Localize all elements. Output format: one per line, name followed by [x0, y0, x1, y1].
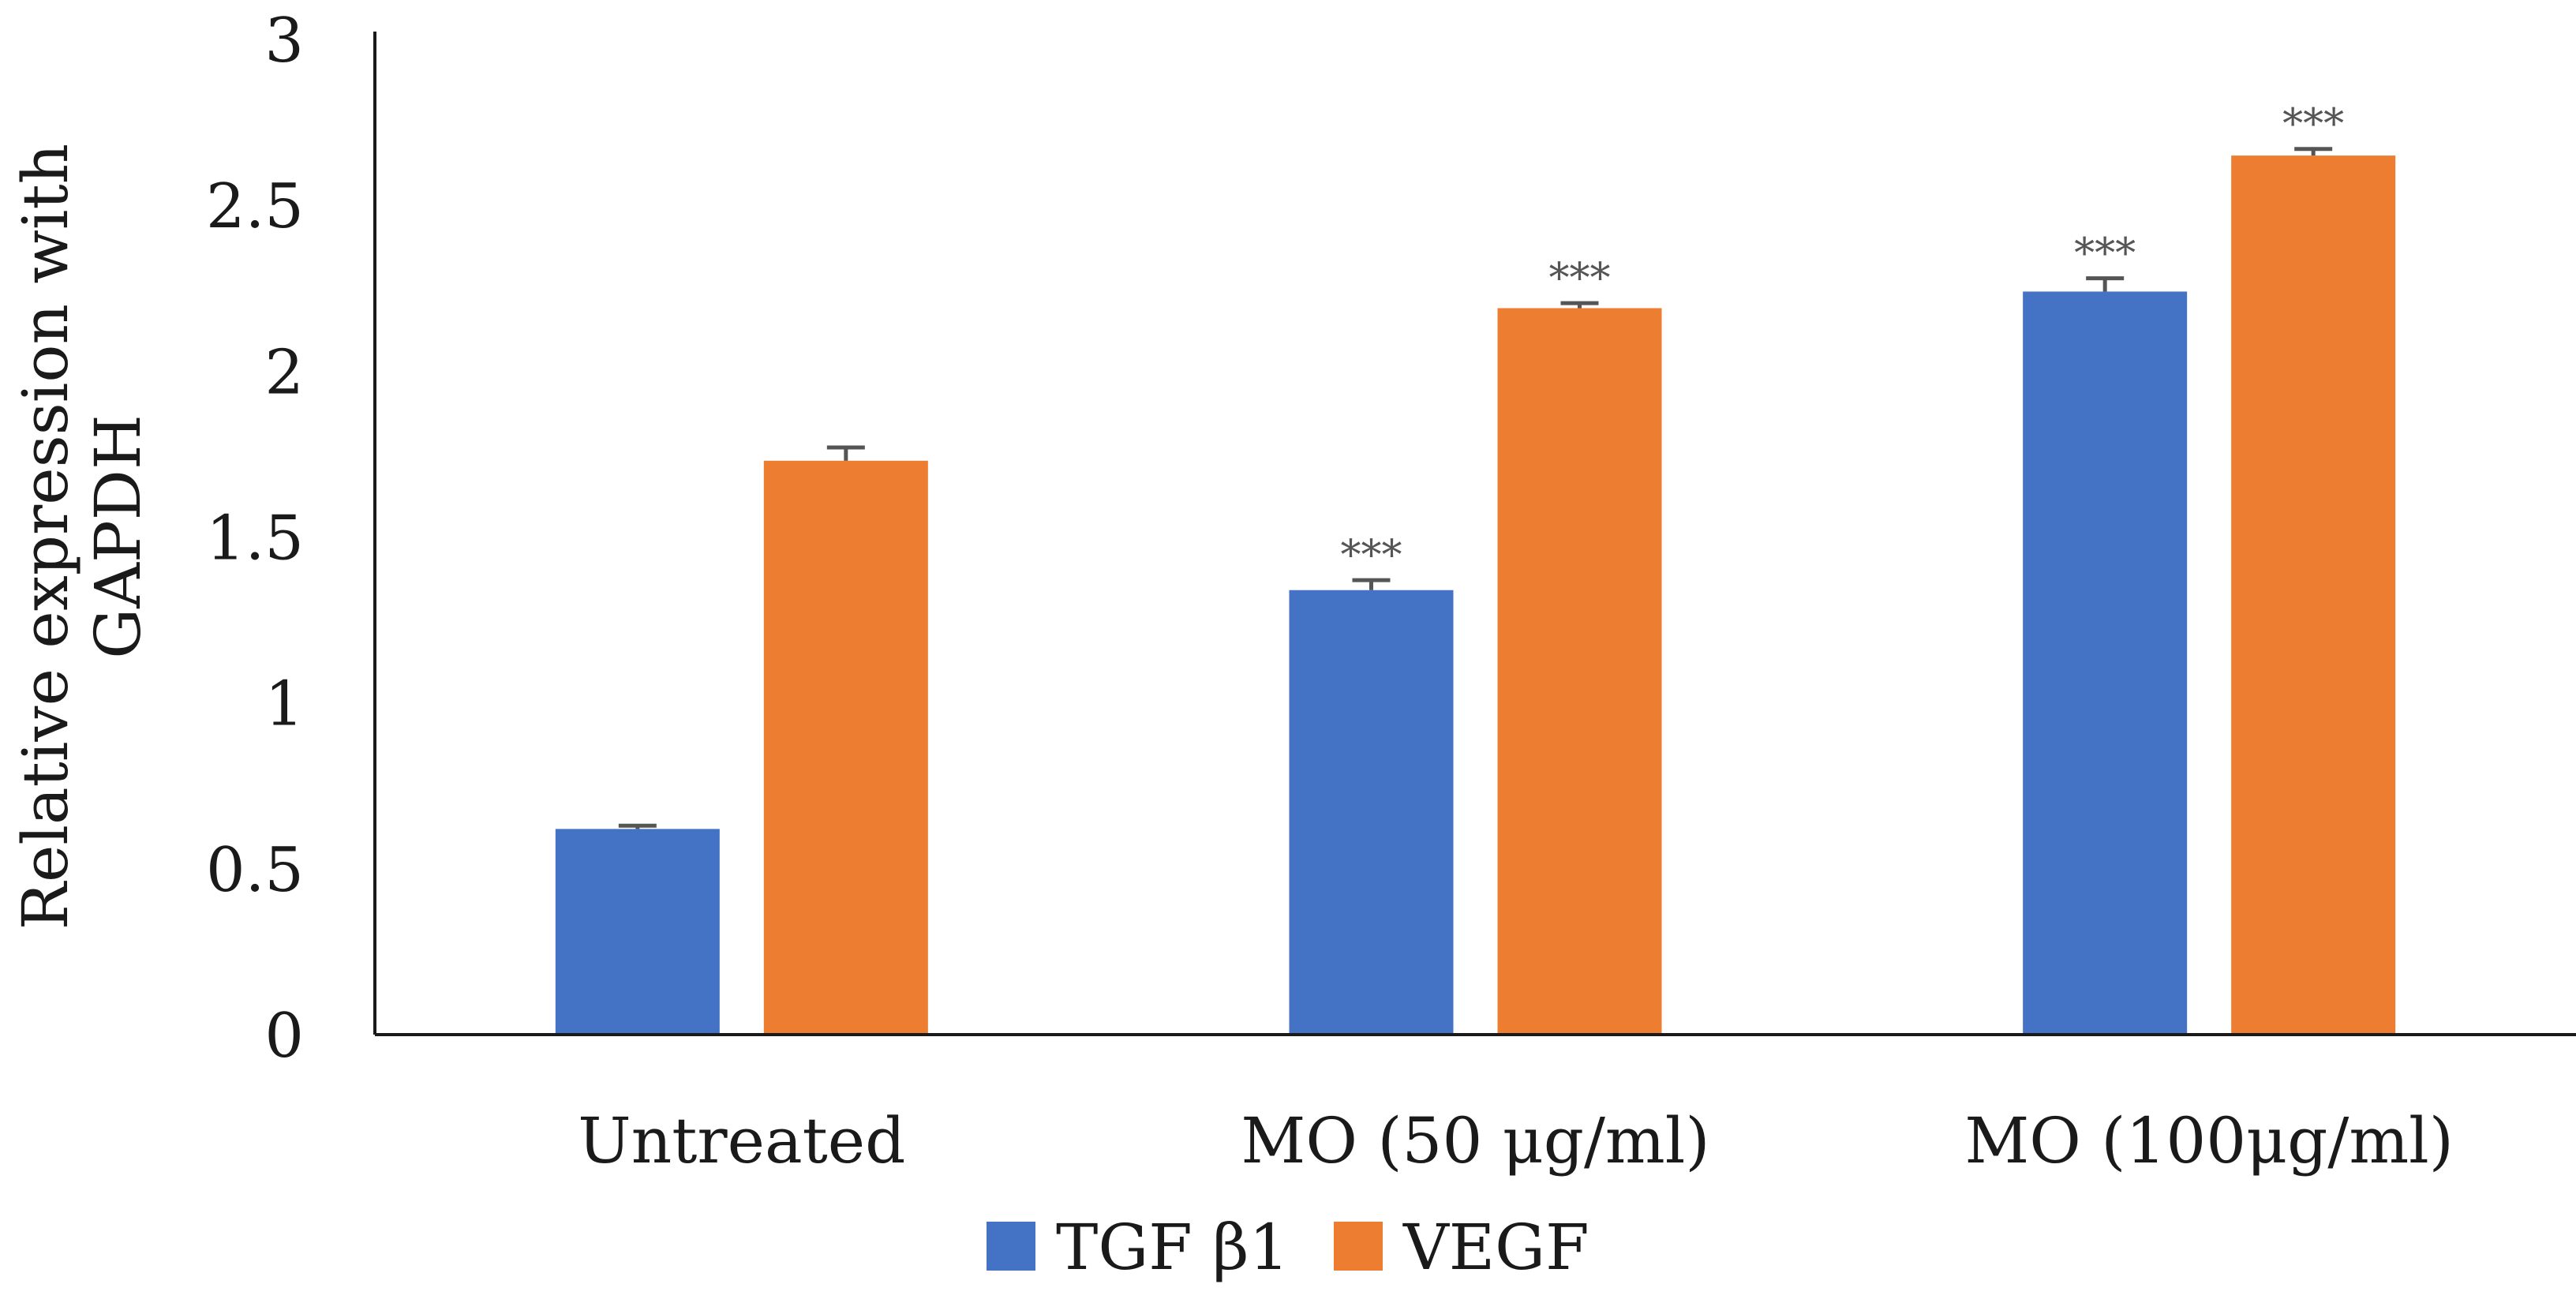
y-tick-label: 2.5	[206, 171, 304, 242]
axes	[373, 32, 2576, 1036]
significance-label: ***	[2074, 230, 2136, 278]
y-tick-label: 3	[264, 6, 304, 77]
bar-vegf	[763, 460, 928, 1035]
x-category-label: MO (50 μg/ml)	[1241, 1104, 1709, 1177]
y-tick-label: 2	[264, 337, 304, 408]
bar-tgf-b1	[2023, 291, 2188, 1035]
bars: *** *** *** ***	[555, 101, 2396, 1035]
y-tick-label: 1.5	[206, 504, 304, 575]
bar-tgf-b1	[555, 829, 720, 1035]
y-tick-label: 0	[264, 1001, 304, 1072]
x-category-label: MO (100μg/ml)	[1964, 1104, 2454, 1177]
bar-tgf-b1	[1289, 590, 1454, 1035]
x-category-label: Untreated	[578, 1104, 905, 1177]
significance-label: ***	[2282, 101, 2344, 148]
y-tick-label: 0.5	[206, 835, 304, 906]
y-axis-ticks: 0 0.5 1 1.5 2 2.5 3	[206, 6, 304, 1072]
legend: TGF β1 VEGF	[987, 1211, 1589, 1284]
legend-swatch	[1334, 1222, 1383, 1271]
y-tick-label: 1	[264, 669, 304, 740]
significance-label: ***	[1341, 532, 1402, 579]
legend-label: VEGF	[1402, 1211, 1589, 1284]
y-axis-title-text: Relative expression withGAPDH	[9, 144, 155, 930]
y-axis-title-line: Relative expression with	[9, 144, 82, 930]
legend-swatch	[987, 1222, 1035, 1271]
bar-vegf	[1497, 308, 1662, 1035]
significance-label: ***	[1549, 255, 1611, 302]
y-axis-title-line: GAPDH	[81, 414, 155, 658]
legend-label: TGF β1	[1056, 1211, 1289, 1284]
x-axis-categories: Untreated MO (50 μg/ml) MO (100μg/ml)	[578, 1104, 2454, 1177]
y-axis-title: Relative expression withGAPDH	[9, 144, 155, 930]
bar-vegf	[2231, 155, 2396, 1035]
